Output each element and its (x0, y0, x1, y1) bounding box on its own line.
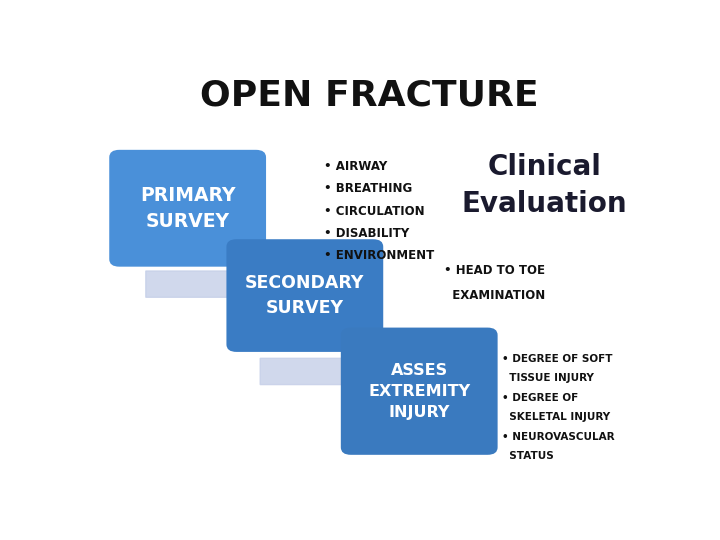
Polygon shape (260, 348, 405, 395)
Text: PRIMARY
SURVEY: PRIMARY SURVEY (140, 186, 235, 231)
Text: • ENVIRONMENT: • ENVIRONMENT (324, 248, 435, 261)
Text: • AIRWAY: • AIRWAY (324, 160, 387, 173)
Text: • HEAD TO TOE: • HEAD TO TOE (444, 265, 545, 278)
Text: • DEGREE OF SOFT: • DEGREE OF SOFT (502, 354, 612, 364)
Text: • NEUROVASCULAR: • NEUROVASCULAR (502, 432, 614, 442)
Text: • BREATHING: • BREATHING (324, 183, 413, 195)
Text: STATUS: STATUS (502, 451, 554, 462)
Text: SECONDARY
SURVEY: SECONDARY SURVEY (245, 274, 364, 317)
Text: OPEN FRACTURE: OPEN FRACTURE (199, 79, 539, 113)
Text: • DEGREE OF: • DEGREE OF (502, 393, 578, 403)
Polygon shape (145, 260, 291, 308)
Text: Clinical
Evaluation: Clinical Evaluation (462, 153, 628, 218)
FancyBboxPatch shape (109, 150, 266, 267)
Text: ASSES
EXTREMITY
INJURY: ASSES EXTREMITY INJURY (368, 363, 470, 420)
Text: EXAMINATION: EXAMINATION (444, 289, 546, 302)
Text: TISSUE INJURY: TISSUE INJURY (502, 373, 594, 383)
Text: • DISABILITY: • DISABILITY (324, 227, 410, 240)
FancyBboxPatch shape (341, 328, 498, 455)
Text: • CIRCULATION: • CIRCULATION (324, 205, 425, 218)
FancyBboxPatch shape (226, 239, 383, 352)
Text: SKELETAL INJURY: SKELETAL INJURY (502, 413, 610, 422)
